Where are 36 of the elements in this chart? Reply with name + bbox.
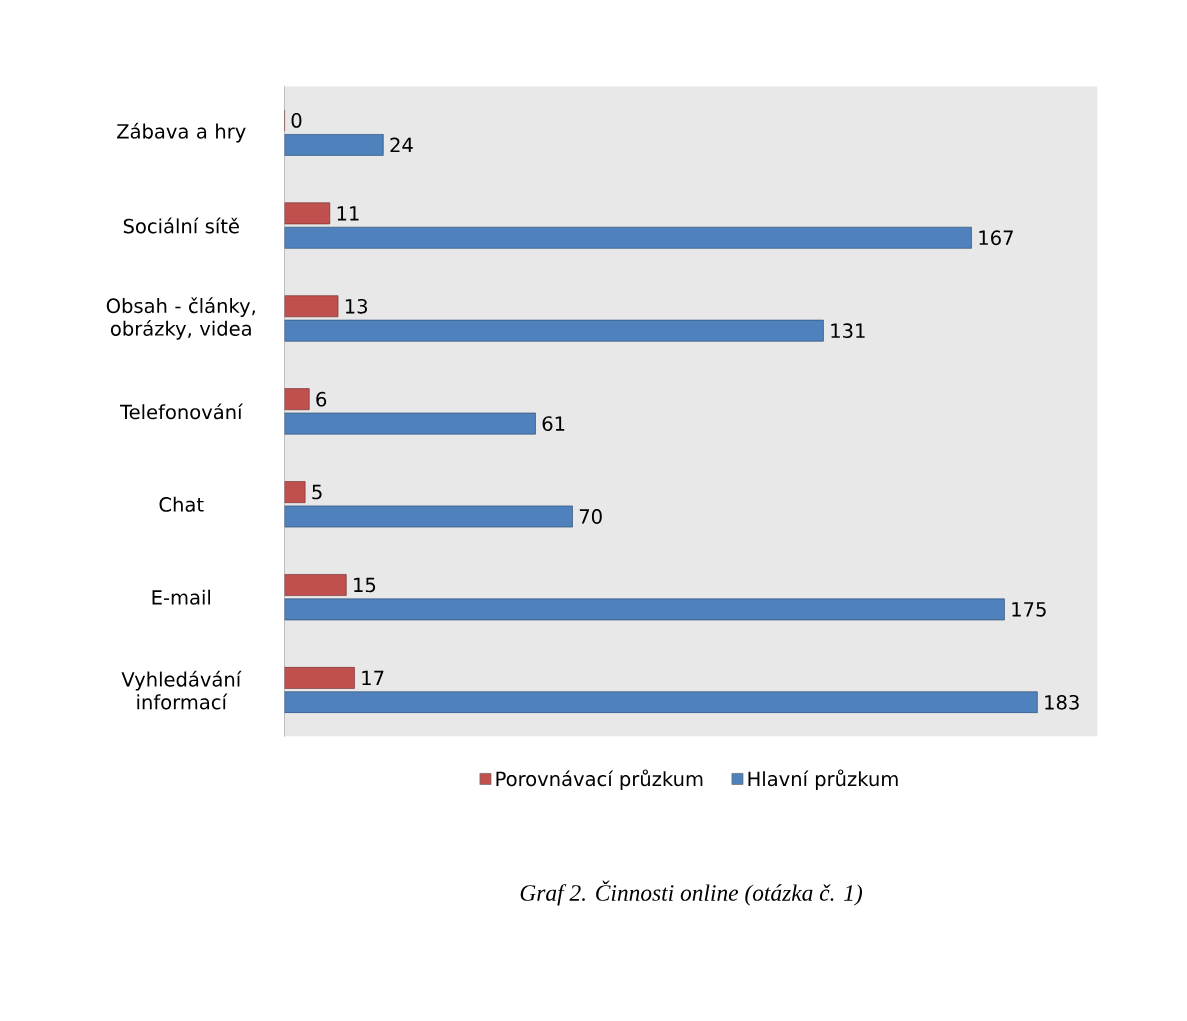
data-label: 11	[337, 206, 359, 221]
y-tick-label: Telefonování	[119, 403, 244, 420]
legend-label: Hlavní průzkum	[748, 769, 898, 790]
bar	[284, 598, 1005, 621]
data-label: 70	[579, 509, 602, 524]
data-label: 131	[831, 323, 865, 338]
data-label: 13	[345, 298, 368, 314]
legend-label: Porovnávací průzkum	[496, 769, 703, 790]
bar	[284, 505, 573, 528]
text: Graf 2. Činnosti online (otázka č. 1)	[520, 880, 863, 906]
data-label: 175	[1012, 602, 1046, 617]
y-tick-label: E-mail	[152, 589, 211, 605]
bar	[284, 574, 347, 596]
data-label: 167	[979, 230, 1013, 246]
bar	[284, 226, 972, 249]
data-label: 183	[1045, 694, 1079, 710]
y-tick-label: Chat	[159, 496, 204, 512]
bar	[284, 319, 824, 342]
data-label: 61	[542, 416, 565, 431]
y-tick-label: Sociální sítě	[123, 217, 239, 234]
bar	[284, 666, 355, 689]
y-tick-label: Zábava a hry	[117, 122, 246, 143]
bar	[284, 388, 310, 411]
bar	[284, 691, 1038, 714]
data-label: 6	[316, 391, 327, 407]
data-label: 17	[362, 670, 384, 685]
data-label: 5	[312, 484, 322, 500]
data-label: 24	[390, 137, 413, 153]
y-tick-label: Vyhledávání informací	[121, 670, 242, 710]
data-label: 15	[354, 577, 376, 593]
bar	[284, 412, 536, 435]
bar	[284, 133, 384, 156]
y-tick-label: Obsah - články, obrázky, videa	[106, 297, 255, 340]
bar	[284, 295, 339, 318]
data-label: 0	[291, 112, 302, 128]
bar	[284, 202, 331, 225]
